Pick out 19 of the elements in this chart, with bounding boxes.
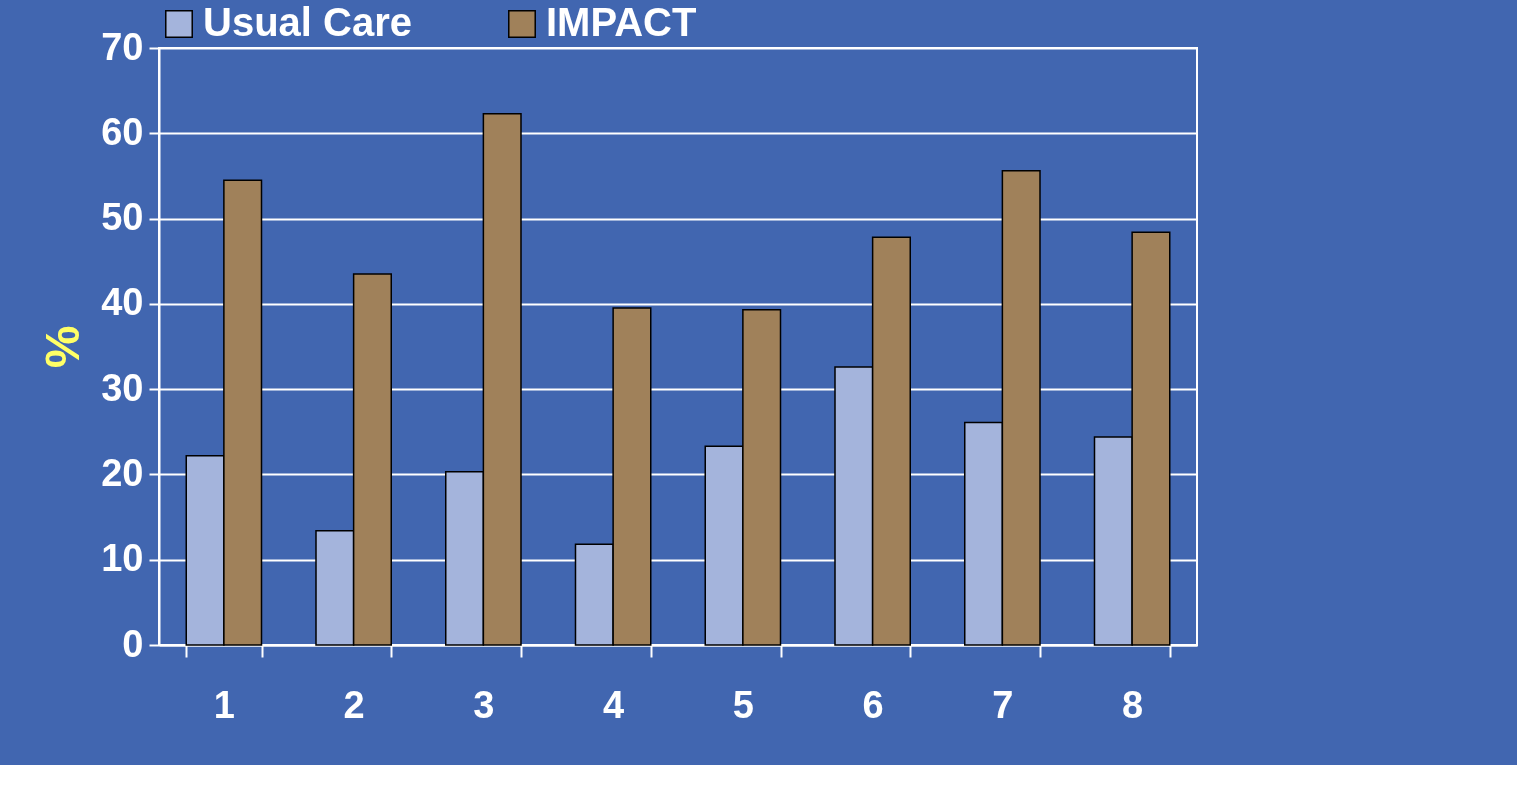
x-tick-label: 5 [732,683,754,726]
x-tick-label: 6 [862,683,884,726]
x-tick-label: 7 [992,683,1014,726]
y-tick-label: 30 [101,366,144,409]
y-tick-label: 0 [122,622,144,665]
y-tick-label: 10 [101,537,144,580]
x-tick-label: 8 [1122,683,1144,726]
x-tick-label: 2 [343,683,365,726]
y-tick-label: 60 [101,110,144,153]
x-tick-label: 3 [473,683,495,726]
y-tick-label: 70 [101,25,144,68]
y-tick-label: 40 [101,281,144,324]
x-tick-label: 4 [603,683,625,726]
y-tick-label: 20 [101,451,144,494]
y-tick-label: 50 [101,196,144,239]
y-axis-title: % [36,325,90,369]
x-tick-label: 1 [213,683,235,726]
legend-label: Usual Care [203,0,412,44]
legend-label: IMPACT [546,0,697,44]
